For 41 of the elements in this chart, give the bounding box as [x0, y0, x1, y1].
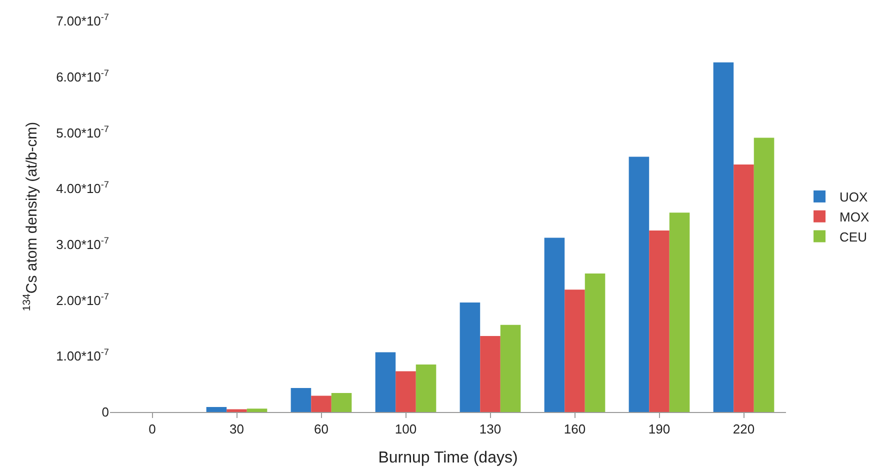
bar [375, 352, 396, 412]
x-tick-label: 130 [479, 422, 502, 437]
bar [628, 156, 650, 412]
legend-label: MOX [840, 209, 870, 224]
y-tick-label: 3.00*10$^{-7}$ [56, 236, 109, 252]
bar [713, 62, 734, 412]
x-tick-label: 60 [314, 422, 328, 437]
x-tick-label: 220 [732, 422, 755, 437]
y-tick-label: 1.00*10$^{-7}$ [56, 347, 109, 364]
x-tick-label: 190 [648, 422, 670, 437]
y-tick-label: 4.00*10$^{-7}$ [56, 180, 109, 196]
x-tick-label: 0 [148, 422, 156, 437]
y-tick-label: 6.00*10$^{-7}$ [56, 68, 109, 84]
bar [480, 336, 500, 412]
x-tick-label: 30 [230, 422, 244, 437]
legend-label: CEU [840, 229, 867, 244]
bar [416, 364, 436, 412]
legend-label: UOX [840, 190, 868, 205]
bar [396, 371, 416, 412]
bar [544, 238, 565, 412]
bar [311, 396, 332, 412]
bar [734, 164, 754, 412]
bar [460, 302, 480, 412]
x-tick-label: 160 [564, 422, 586, 437]
x-axis-title: Burnup Time (days) [378, 449, 518, 466]
bar [331, 393, 352, 412]
bar [246, 408, 268, 412]
bar [206, 406, 227, 412]
bar [584, 273, 606, 412]
y-tick-label: 2.00*10$^{-7}$ [56, 291, 109, 308]
bar [669, 212, 690, 412]
bar [564, 290, 585, 412]
y-tick-label: 0 [102, 404, 109, 420]
bar [754, 138, 774, 412]
y-tick-label: 5.00*10$^{-7}$ [56, 124, 109, 140]
bar [500, 324, 521, 412]
bar [226, 409, 247, 412]
bar [290, 388, 312, 412]
bar [649, 230, 670, 412]
y-tick-label: 7.00*10$^{-7}$ [56, 12, 109, 29]
x-tick-label: 100 [394, 422, 417, 437]
